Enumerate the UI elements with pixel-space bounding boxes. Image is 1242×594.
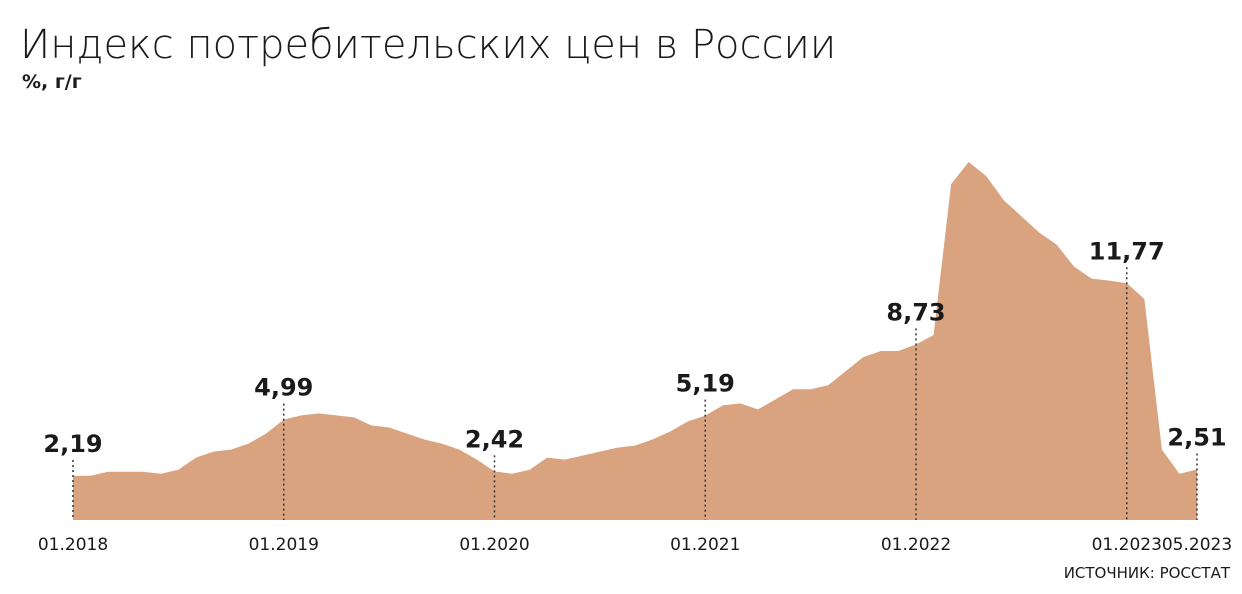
x-tick-label: 01.2023	[1092, 535, 1162, 555]
data-label: 11,77	[1089, 237, 1165, 265]
chart-subtitle: %, г/г	[22, 71, 82, 93]
data-label: 8,73	[886, 298, 945, 326]
area	[73, 162, 1197, 520]
x-tick-label: 05.2023	[1162, 535, 1232, 555]
data-label: 2,51	[1167, 424, 1226, 452]
chart-title: Индекс потребительских цен в России	[20, 22, 836, 68]
data-label: 2,42	[465, 425, 524, 453]
x-tick-label: 01.2021	[670, 535, 740, 555]
source: ИСТОЧНИК: РОССТАТ	[1064, 564, 1231, 582]
data-label: 5,19	[676, 370, 735, 398]
x-tick-label: 01.2018	[38, 535, 108, 555]
x-tick-label: 01.2019	[249, 535, 319, 555]
data-label: 2,19	[43, 430, 102, 458]
x-tick-label: 01.2020	[459, 535, 529, 555]
x-tick-label: 01.2022	[881, 535, 951, 555]
data-label: 4,99	[254, 374, 313, 402]
